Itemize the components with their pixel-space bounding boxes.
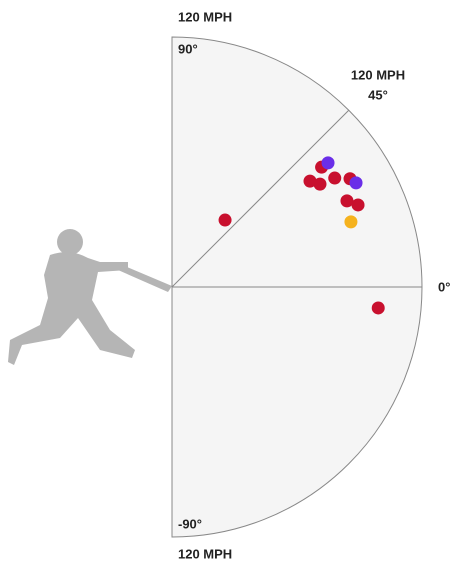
speed-label: 120 MPH <box>178 546 232 561</box>
angle-label: 0° <box>438 279 450 294</box>
batted-ball <box>344 215 357 228</box>
batted-ball <box>372 301 385 314</box>
angle-label: 90° <box>178 41 198 56</box>
speed-label: 120 MPH <box>178 9 232 24</box>
batted-ball <box>219 214 232 227</box>
angle-label: -90° <box>178 516 202 531</box>
batted-ball <box>340 194 353 207</box>
batted-ball <box>313 178 326 191</box>
batted-ball <box>322 156 335 169</box>
batted-ball <box>328 172 341 185</box>
angle-label: 45° <box>368 87 388 102</box>
batted-ball <box>350 176 363 189</box>
speed-label: 120 MPH <box>351 67 405 82</box>
batted-ball <box>352 198 365 211</box>
batter-silhouette <box>8 229 172 365</box>
chart: 90° 45° 0° -90° 120 MPH 120 MPH 120 MPH <box>0 0 451 567</box>
